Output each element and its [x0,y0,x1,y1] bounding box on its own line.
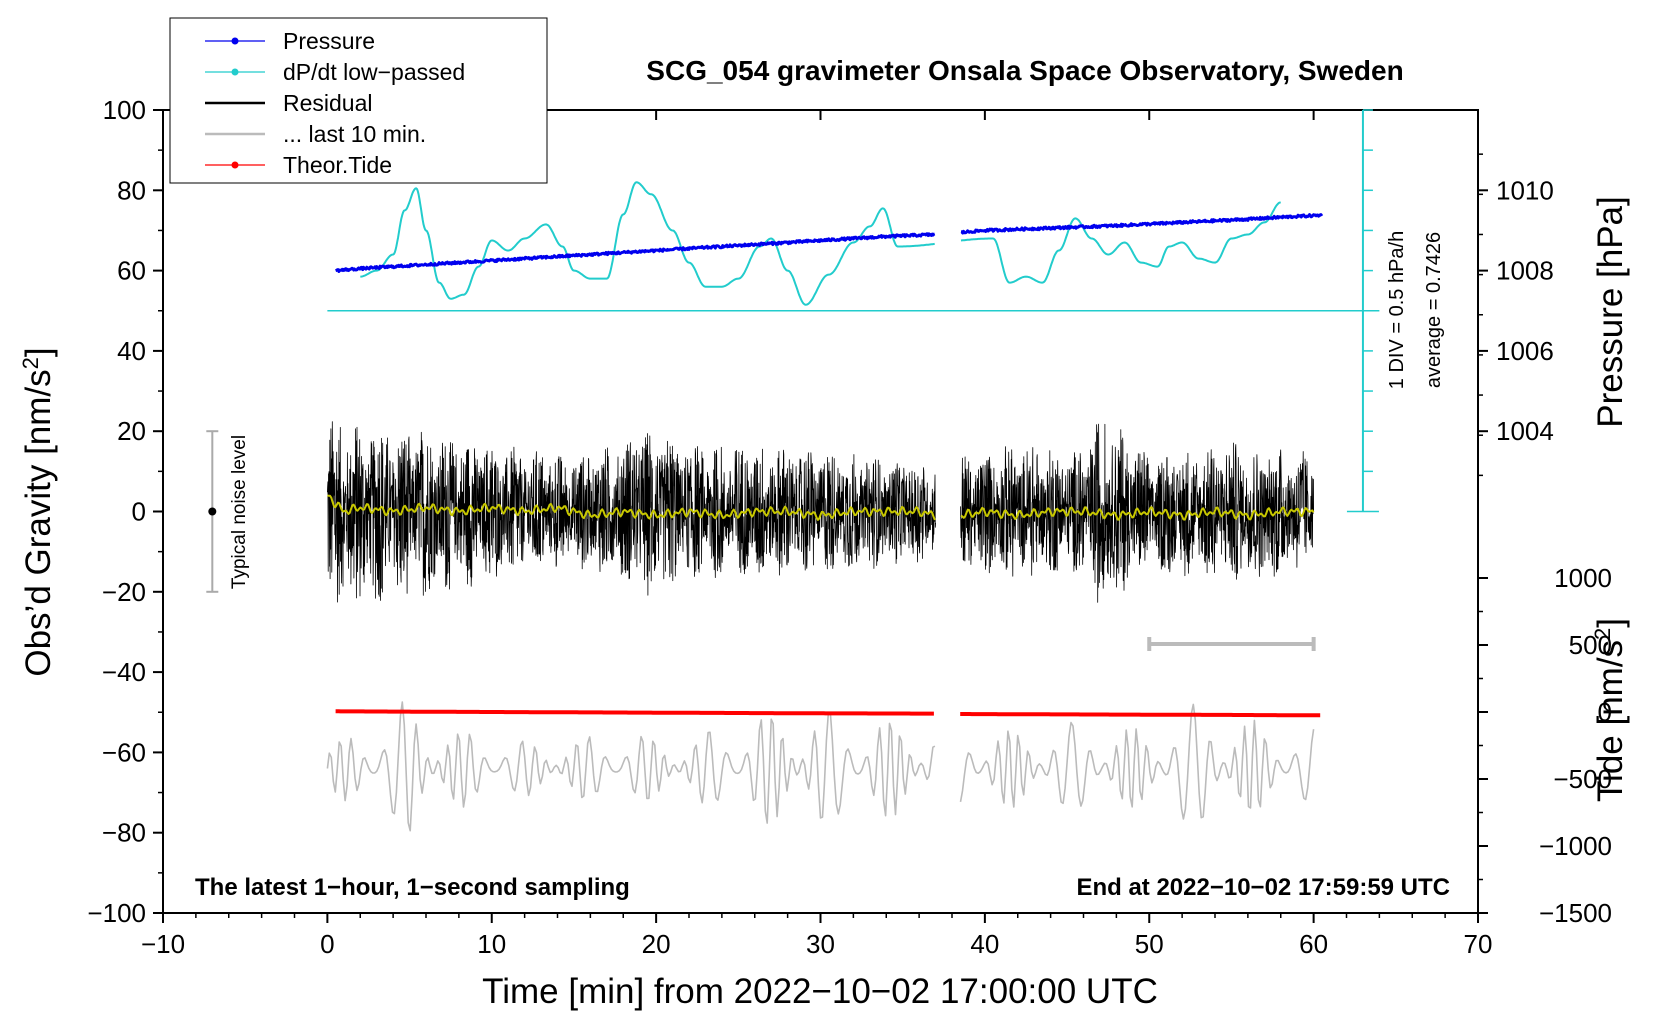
pressure-tick-label: 1008 [1496,256,1554,286]
legend-box [169,17,548,184]
x-axis-label: Time [min] from 2022−10−02 17:00:00 UTC [482,972,1158,1011]
noise-bar-center-dot [208,507,217,516]
y-tick-label: 20 [117,416,146,446]
tide-axis-label-end: ] [1591,618,1630,628]
last-10-min-bar [1147,636,1316,651]
x-axis-ticks: −10 0 10 20 30 40 50 60 70 [141,110,1493,959]
y-tick-label: −20 [102,577,146,607]
y-tick-label: 60 [117,256,146,286]
y-axis-label-end: ] [19,347,58,357]
x-tick-label: 50 [1135,929,1164,959]
y-tick-label: 80 [117,175,146,205]
tide-line-1 [959,712,1321,718]
dpdt-scale-label: 1 DIV = 0.5 hPa/h [1386,231,1408,389]
legend-label-1: dP/dt low−passed [283,59,465,85]
y-tick-label: −80 [102,818,146,848]
tide-tick-label: 500 [1569,630,1612,660]
dpdt-line-1 [960,201,1281,284]
tide-line-0 [335,709,935,716]
y-axis-label: Obs’d Gravity [nm/s2] [18,347,58,676]
y-tick-label: 100 [103,95,146,125]
x-tick-label: 60 [1299,929,1328,959]
pressure-line-0 [334,232,936,273]
residual-line-0 [327,421,936,603]
pressure-tick-label: 1010 [1496,175,1554,205]
tide-axis-ticks: 1000 500 0 −500 −1000 −1500 [1478,563,1612,928]
residual-line-1 [960,423,1314,603]
y-axis-label-text: Obs’d Gravity [nm/s [19,369,58,676]
x-tick-label: 10 [477,929,506,959]
tide-axis-label-sup: 2 [1590,628,1615,640]
dpdt-average-label: average = 0.7426 [1423,232,1445,388]
series-layer [326,181,1380,832]
x-tick-label: 30 [806,929,835,959]
legend-label-3: ... last 10 min. [283,121,426,147]
legend-label-4: Theor.Tide [283,152,392,178]
y-tick-label: −60 [102,737,146,767]
tide-tick-label: −1000 [1539,831,1612,861]
x-tick-label: 20 [642,929,671,959]
noise-level-bar [206,430,219,593]
x-tick-label: 0 [320,929,334,959]
dpdt-scale-axis [1346,109,1379,513]
noise-level-label: Typical noise level [229,435,250,589]
pressure-tick-label: 1006 [1496,336,1554,366]
pressure-axis-ticks: 1004 1006 1008 1010 [1478,153,1554,477]
legend-marker-4 [231,161,239,169]
legend: Pressure dP/dt low−passed Residual ... last… [169,17,548,184]
dpdt-line-0 [360,181,935,306]
residual-smoothed-line-1 [960,506,1315,521]
pressure-line-1 [960,213,1324,235]
y-tick-label: −40 [102,657,146,687]
legend-label-2: Residual [283,90,373,116]
pressure-axis-label: Pressure [hPa] [1591,196,1630,428]
tide-axis-label-text: Tide [nm/s [1591,640,1630,802]
y-axis-label-sup: 2 [18,357,43,369]
x-tick-label: 40 [970,929,999,959]
x-tick-label: −10 [141,929,185,959]
y-tick-label: 0 [132,497,146,527]
end-time-annotation: End at 2022−10−02 17:59:59 UTC [1076,874,1450,901]
tide-tick-label: 1000 [1554,563,1612,593]
tide-axis-label: Tide [nm/s2] [1590,618,1630,802]
tide-tick-label: −1500 [1539,898,1612,928]
residual-smoothed-line-0 [327,494,936,521]
y-tick-label: 40 [117,336,146,366]
last-10-min-line-1 [959,703,1315,820]
pressure-tick-label: 1004 [1496,416,1554,446]
y-axis-ticks: −100 −80 −60 −40 −20 0 20 40 60 80 100 [87,95,163,928]
chart-title: SCG_054 gravimeter Onsala Space Observat… [646,55,1403,86]
legend-label-0: Pressure [283,28,375,54]
legend-marker-0 [231,37,239,45]
tide-tick-label: −500 [1553,764,1612,794]
y-tick-label: −100 [87,898,146,928]
x-tick-label: 70 [1464,929,1493,959]
last-10-min-line-0 [326,701,936,832]
legend-marker-1 [231,68,239,76]
tide-tick-label: 0 [1598,697,1612,727]
sampling-annotation: The latest 1−hour, 1−second sampling [195,874,630,901]
